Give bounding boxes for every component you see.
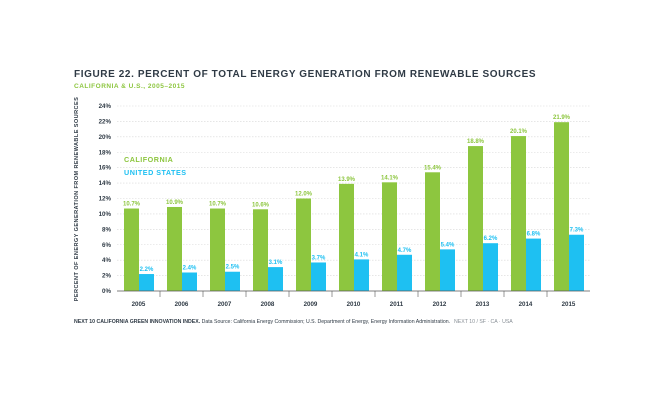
x-tick-label: 2010 (347, 301, 361, 308)
bar-united-states (139, 274, 154, 291)
chart-subtitle: CALIFORNIA & U.S., 2005–2015 (74, 83, 185, 90)
bar-united-states (354, 259, 369, 291)
bar-california (339, 183, 354, 291)
data-label-united-states: 2.5% (226, 265, 240, 271)
bar-united-states (483, 243, 498, 291)
data-label-california: 10.7% (123, 202, 141, 208)
bar-california (468, 146, 483, 291)
bar-california (167, 206, 182, 291)
x-tick-label: 2012 (433, 301, 447, 308)
x-tick-label: 2009 (304, 301, 318, 308)
footer-index-label: NEXT 10 CALIFORNIA GREEN INNOVATION INDE… (74, 319, 201, 325)
x-tick-label: 2011 (390, 301, 404, 308)
y-tick-label: 10% (99, 211, 112, 218)
bar-united-states (268, 267, 283, 291)
bar-united-states (569, 234, 584, 291)
x-tick-label: 2005 (132, 301, 146, 308)
bar-california (296, 198, 311, 291)
bar-united-states (440, 249, 455, 291)
data-label-california: 10.9% (166, 200, 184, 206)
bar-california (425, 172, 440, 291)
y-tick-label: 24% (99, 103, 112, 110)
data-label-united-states: 4.1% (355, 252, 369, 258)
bar-california (124, 208, 139, 291)
bar-california (210, 208, 225, 291)
bar-united-states (182, 272, 197, 291)
data-label-united-states: 6.8% (527, 232, 541, 238)
bar-california (382, 182, 397, 291)
legend-united-states: UNITED STATES (124, 168, 187, 177)
y-tick-label: 20% (99, 134, 112, 141)
bar-california (554, 122, 569, 291)
footer-source-text: Data Source: California Energy Commissio… (201, 319, 451, 325)
data-label-california: 18.8% (467, 139, 485, 145)
x-tick-label: 2006 (175, 301, 189, 308)
data-label-united-states: 3.7% (312, 255, 326, 261)
bar-california (511, 136, 526, 291)
y-tick-label: 0% (102, 288, 111, 295)
y-tick-label: 22% (99, 118, 112, 125)
data-label-united-states: 7.3% (570, 228, 584, 234)
data-label-united-states: 2.4% (183, 266, 197, 272)
data-label-united-states: 4.7% (398, 248, 412, 254)
data-label-california: 15.4% (424, 165, 442, 171)
y-tick-label: 4% (102, 257, 111, 264)
chart-title: FIGURE 22. PERCENT OF TOTAL ENERGY GENER… (74, 69, 537, 80)
x-tick-label: 2014 (519, 301, 533, 308)
data-label-united-states: 5.4% (441, 242, 455, 248)
data-label-california: 12.0% (295, 192, 313, 198)
footer-brand: NEXT 10 / SF · CA · USA (454, 319, 513, 325)
data-label-california: 21.9% (553, 115, 571, 121)
y-tick-label: 14% (99, 180, 112, 187)
footer-source: NEXT 10 CALIFORNIA GREEN INNOVATION INDE… (74, 319, 513, 325)
bar-united-states (225, 271, 240, 291)
data-label-california: 10.7% (209, 202, 227, 208)
x-tick-label: 2015 (562, 301, 576, 308)
bar-united-states (397, 254, 412, 291)
data-label-california: 13.9% (338, 177, 356, 183)
data-label-united-states: 2.2% (140, 267, 154, 273)
x-axis: 2005 2006 2007 2008 2009 2010 2011 2012 2013 2014… (117, 290, 590, 308)
y-axis-label: PERCENT OF ENERGY GENERATION FROM RENEWA… (74, 97, 80, 302)
bar-california (253, 209, 268, 291)
x-tick-label: 2007 (218, 301, 232, 308)
y-tick-label: 2% (102, 273, 111, 280)
y-tick-label: 12% (99, 196, 112, 203)
data-label-california: 10.6% (252, 202, 270, 208)
bar-united-states (526, 238, 541, 291)
x-tick-label: 2013 (476, 301, 490, 308)
y-axis: 0% 2% 4% 6% 8% 10% 12% 14% 16% 18% 20% 22% 24% (99, 103, 112, 295)
bars: 10.7% 2.2% 10.9% 2.4% 10.7% 2.5% 10.6% 3.1% 12.0… (123, 115, 584, 291)
x-tick-label: 2008 (261, 301, 275, 308)
data-label-united-states: 6.2% (484, 236, 498, 242)
legend: CALIFORNIA UNITED STATES (124, 155, 187, 177)
y-tick-label: 18% (99, 149, 112, 156)
bar-united-states (311, 262, 326, 291)
data-label-california: 20.1% (510, 129, 528, 135)
legend-california: CALIFORNIA (124, 155, 173, 164)
y-tick-label: 16% (99, 165, 112, 172)
data-label-united-states: 3.1% (269, 260, 283, 266)
y-tick-label: 6% (102, 242, 111, 249)
y-tick-label: 8% (102, 226, 111, 233)
data-label-california: 14.1% (381, 175, 399, 181)
